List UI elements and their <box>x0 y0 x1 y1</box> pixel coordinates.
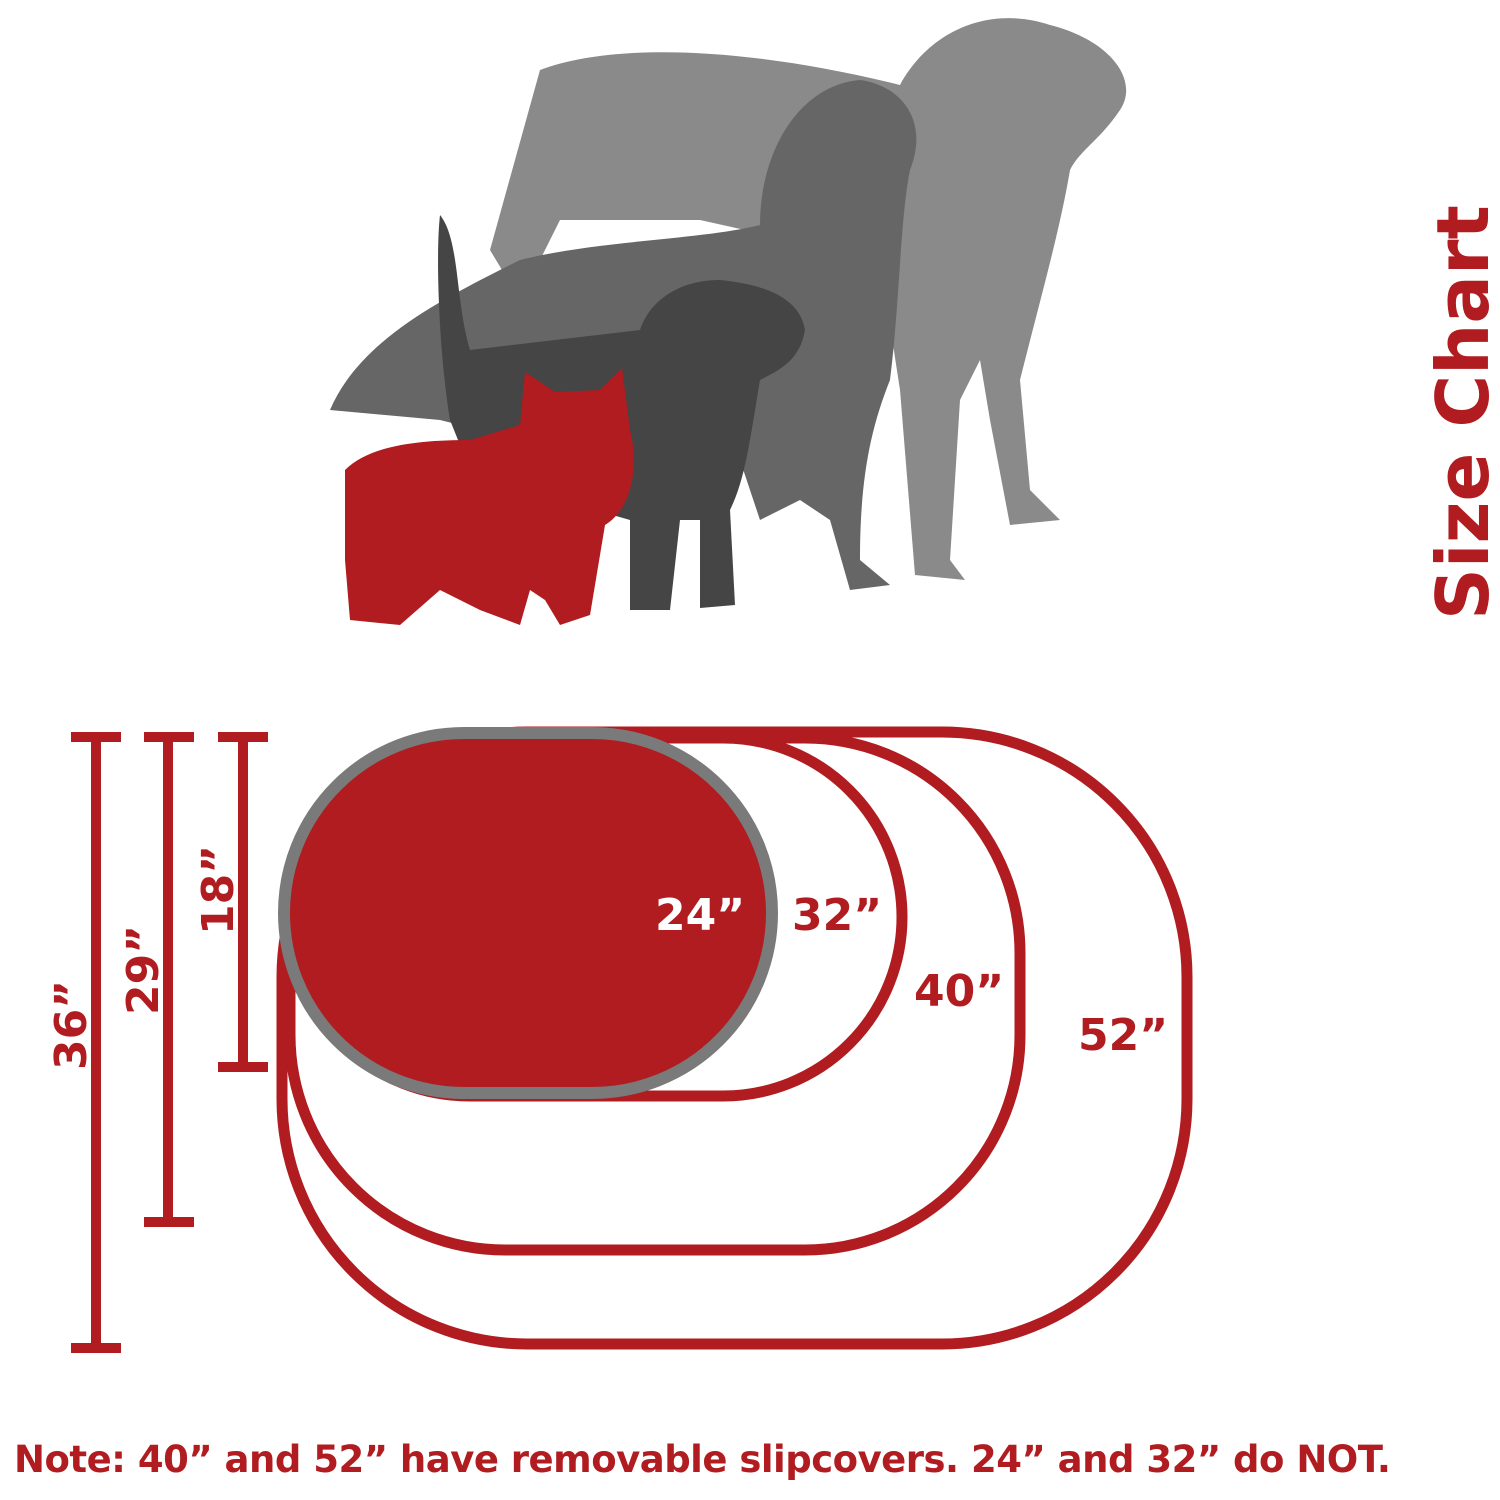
bed-24-filled <box>278 727 778 1099</box>
width-bar-36 <box>71 732 121 1353</box>
page-title: Size Chart <box>1421 205 1500 620</box>
label-24: 24” <box>655 890 745 941</box>
label-52: 52” <box>1078 1010 1168 1061</box>
width-bar-18 <box>218 732 268 1072</box>
label-width-36: 36” <box>46 980 97 1070</box>
bed-52-outline <box>276 726 1193 1350</box>
label-32: 32” <box>792 890 882 941</box>
cat-silhouette <box>345 368 634 625</box>
label-width-18: 18” <box>193 845 244 935</box>
width-bar-29 <box>144 732 194 1227</box>
label-width-29: 29” <box>118 925 169 1015</box>
large-dog-silhouette <box>490 18 1127 581</box>
label-40: 40” <box>914 966 1004 1017</box>
slipcover-note: Note: 40” and 52” have removable slipcov… <box>14 1438 1391 1481</box>
